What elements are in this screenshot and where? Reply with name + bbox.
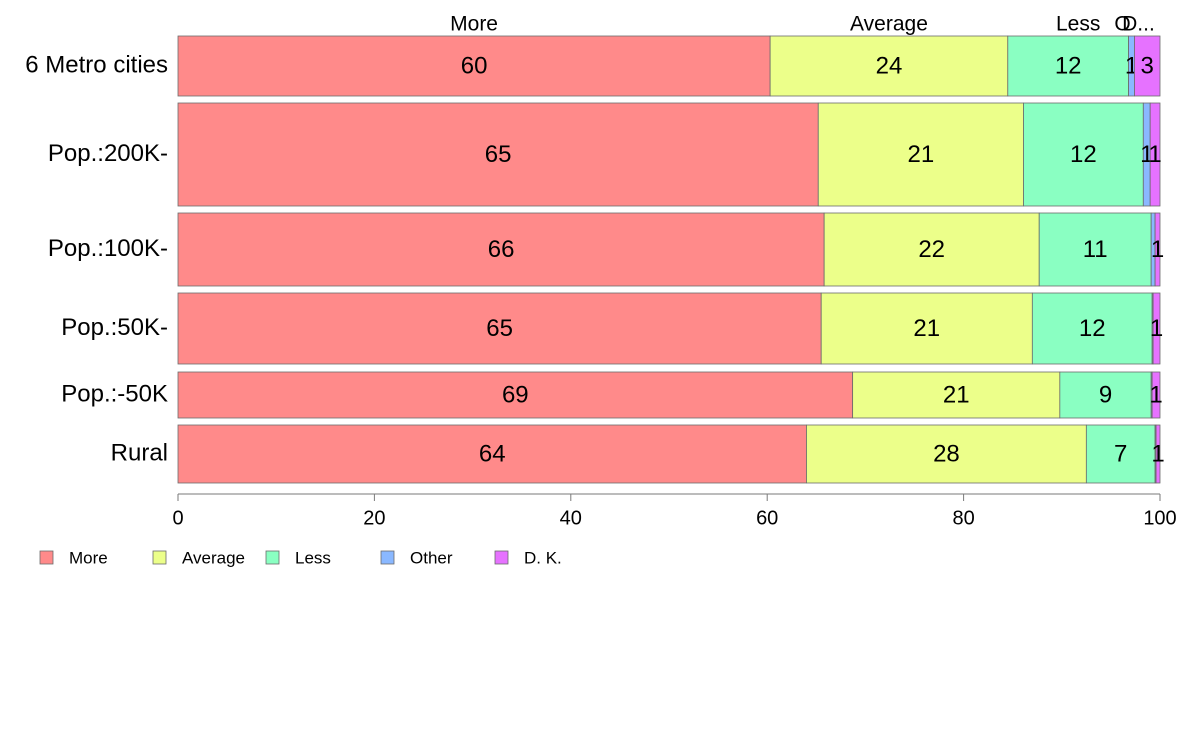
bar-segment [1155,424,1161,484]
bar-segment [1151,371,1161,419]
legend-swatch [39,550,54,565]
category-label: Pop.:100K- [48,235,168,262]
legend-label: D. K. [524,548,562,567]
data-label: 21 [913,315,940,342]
data-label: 9 [1099,381,1112,408]
data-label: 11 [1083,236,1108,263]
bar-segment [177,102,819,207]
x-tick-label: 40 [560,507,582,529]
legend-label: Average [182,548,245,567]
data-label: 65 [486,315,513,342]
category-label: 6 Metro cities [25,51,168,78]
bar-segment [177,371,854,419]
bar-segment [806,424,1087,484]
category-label: Pop.:200K- [48,140,168,167]
x-tick-label: 100 [1143,507,1176,529]
bar-segment [817,102,1024,207]
category-label: Pop.:-50K [61,380,168,407]
data-label: 28 [933,440,960,467]
data-label: 69 [502,381,529,408]
bar-segment [823,212,1040,287]
bar-segment [852,371,1061,419]
data-label: 21 [943,381,970,408]
bar-segment [1152,292,1161,365]
data-label: 65 [485,141,512,168]
data-label: 12 [1055,52,1082,79]
legend-swatch [152,550,167,565]
bar-segment [1023,102,1144,207]
bar-segment [1149,102,1161,207]
x-tick-label: 20 [363,507,385,529]
x-tick-label: 0 [172,507,183,529]
data-label: 12 [1079,315,1106,342]
category-label: Rural [111,439,168,466]
bar-segment [820,292,1033,365]
data-label: 1 [1151,236,1164,263]
data-label: 1 [1149,381,1162,408]
data-label: 7 [1114,440,1127,467]
data-label: 60 [461,52,488,79]
data-label: 66 [488,236,515,263]
data-label: 12 [1070,141,1097,168]
legend-swatch [494,550,509,565]
data-label: 3 [1141,52,1154,79]
column-header: More [450,13,498,36]
data-label: 64 [479,440,506,467]
data-label: 1 [1151,440,1164,467]
legend-label: Other [410,548,453,567]
bar-segment [177,212,825,287]
data-label: 21 [908,141,935,168]
bar-segment [1134,35,1161,97]
legend-label: Less [295,548,331,567]
legend-swatch [380,550,395,565]
bar-segment [1085,424,1156,484]
bar-segment [769,35,1009,97]
column-header: Less [1056,13,1100,36]
column-header: Average [850,13,928,36]
bar-segment [1038,212,1152,287]
data-label: 22 [918,236,945,263]
data-label: 1 [1148,141,1161,168]
x-tick-label: 60 [756,507,778,529]
bar-segment [1154,212,1161,287]
bar-segment [1031,292,1153,365]
data-label: 1 [1150,315,1163,342]
bar-segment [1059,371,1152,419]
column-header: D... [1122,13,1155,36]
category-label: Pop.:50K- [61,314,168,341]
data-label: 24 [876,52,903,79]
legend-label: More [69,548,108,567]
legend-swatch [265,550,280,565]
bar-segment [177,424,807,484]
x-tick-label: 80 [952,507,974,529]
column-header: O [1114,13,1130,36]
